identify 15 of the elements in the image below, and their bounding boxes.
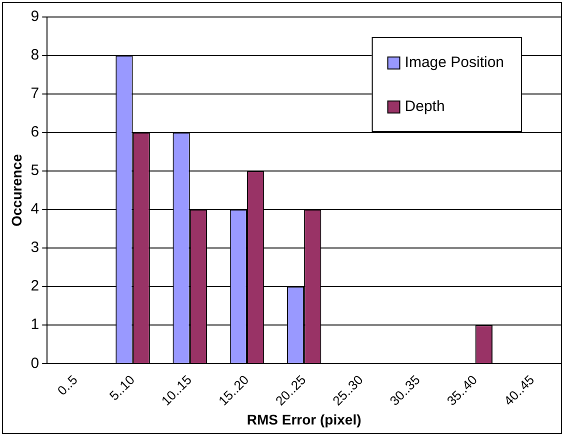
- x-tick-label: 0..5: [54, 372, 80, 398]
- y-tick-label: 2: [30, 278, 40, 295]
- legend-label: Depth: [404, 98, 445, 116]
- y-tick-label: 3: [30, 239, 40, 256]
- y-tick-label: 4: [30, 200, 40, 218]
- y-tick-label: 6: [30, 124, 40, 141]
- y-tick-label: 0: [30, 354, 40, 372]
- x-axis-title: RMS Error (pixel): [246, 411, 362, 428]
- y-tick-label: 7: [30, 85, 40, 102]
- y-axis-title: Occurence: [8, 154, 24, 226]
- y-tick-label: 8: [30, 46, 40, 64]
- y-tick-label: 5: [30, 162, 40, 180]
- legend-label: Image Position: [404, 54, 504, 72]
- y-tick-label: 9: [30, 8, 40, 26]
- y-tick-label: 1: [30, 316, 40, 334]
